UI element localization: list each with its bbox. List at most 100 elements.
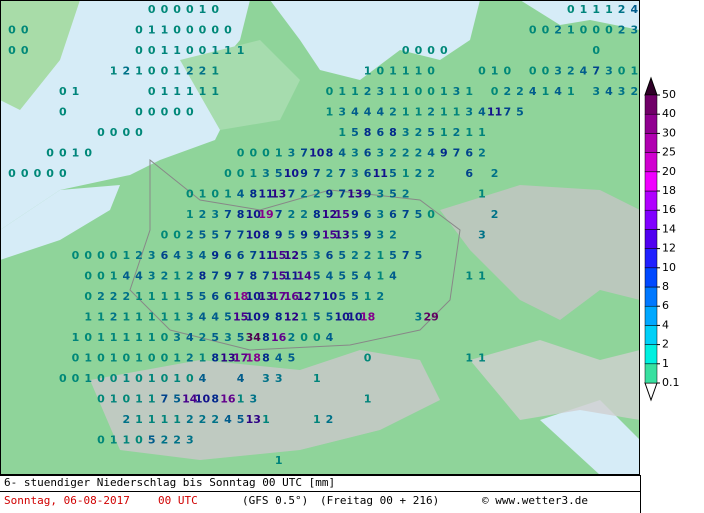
grid-value: 29 [423, 311, 438, 324]
grid-value: 1 [148, 372, 156, 385]
grid-value: 0 [84, 290, 92, 303]
grid-value: 1 [97, 331, 105, 344]
grid-value: 0 [97, 352, 105, 365]
grid-value: 0 [161, 352, 169, 365]
grid-value: 3 [415, 311, 423, 324]
grid-value: 9 [275, 229, 283, 242]
grid-value: 9 [300, 167, 308, 180]
grid-value: 0 [59, 85, 67, 98]
grid-value: 18 [360, 311, 375, 324]
grid-value: 4 [211, 311, 219, 324]
grid-value: 0 [148, 352, 156, 365]
grid-value: 4 [605, 85, 613, 98]
grid-value: 0 [364, 352, 372, 365]
colorbar-segment [644, 286, 658, 307]
grid-value: 13 [246, 413, 261, 426]
grid-value: 1 [122, 249, 130, 262]
grid-value: 1 [478, 352, 486, 365]
colorbar-label: 18 [662, 184, 676, 197]
grid-value: 7 [249, 249, 257, 262]
grid-value: 12 [322, 208, 337, 221]
grid-value: 1 [415, 65, 423, 78]
grid-value: 10 [195, 393, 211, 406]
grid-value: 15 [271, 270, 286, 283]
grid-value: 2 [122, 290, 130, 303]
colorbar-label: 1 [662, 357, 669, 370]
colorbar-label: 4 [662, 318, 669, 331]
grid-value: 6 [465, 167, 473, 180]
grid-value: 2 [110, 290, 118, 303]
grid-value: 11 [284, 270, 299, 283]
grid-value: 17 [233, 352, 248, 365]
date: Sonntag, 06-08-2017 [4, 494, 130, 507]
grid-value: 2 [186, 229, 194, 242]
grid-value: 2 [199, 65, 207, 78]
grid-value: 2 [478, 147, 486, 160]
grid-value: 7 [237, 270, 245, 283]
grid-value: 0 [72, 249, 80, 262]
grid-value: 0 [135, 24, 143, 37]
grid-value: 1 [389, 65, 397, 78]
grid-value: 0 [427, 85, 435, 98]
grid-value: 0 [186, 188, 194, 201]
grid-value: 11 [258, 188, 273, 201]
grid-value: 34 [246, 331, 262, 344]
grid-value: 0 [427, 208, 435, 221]
colorbar-segment [644, 133, 658, 153]
credit: © www.wetter3.de [482, 494, 588, 507]
grid-value: 1 [135, 393, 143, 406]
grid-value: 0 [415, 85, 423, 98]
grid-value: 1 [542, 85, 550, 98]
grid-value: 0 [478, 65, 486, 78]
grid-value: 1 [402, 167, 410, 180]
grid-value: 7 [300, 147, 308, 160]
grid-value: 2 [326, 413, 334, 426]
grid-value: 1 [173, 270, 181, 283]
grid-value: 5 [415, 249, 423, 262]
grid-value: 3 [148, 249, 156, 262]
grid-value: 0 [34, 167, 42, 180]
grid-value: 4 [135, 270, 143, 283]
grid-value: 3 [402, 126, 410, 139]
grid-value: 5 [389, 167, 397, 180]
grid-value: 3 [262, 372, 270, 385]
grid-value: 5 [288, 229, 296, 242]
grid-value: 2 [288, 331, 296, 344]
colorbar-segment [644, 171, 658, 192]
grid-value: 5 [237, 331, 245, 344]
grid-value: 5 [415, 208, 423, 221]
grid-value: 8 [249, 270, 257, 283]
grid-value: 0 [21, 44, 29, 57]
grid-value: 1 [72, 85, 80, 98]
grid-value: 0 [135, 126, 143, 139]
grid-value: 4 [364, 270, 372, 283]
grid-value: 2 [402, 188, 410, 201]
grid-value: 6 [224, 249, 232, 262]
grid-value: 1 [161, 413, 169, 426]
grid-value: 2 [326, 167, 334, 180]
grid-value: 2 [288, 208, 296, 221]
grid-value: 1 [211, 65, 219, 78]
grid-value: 4 [427, 147, 435, 160]
grid-value: 1 [300, 311, 308, 324]
grid-value: 3 [351, 167, 359, 180]
grid-value: 1 [135, 413, 143, 426]
grid-value: 1 [199, 85, 207, 98]
grid-value: 0 [148, 3, 156, 16]
grid-value: 0 [97, 270, 105, 283]
grid-value: 0 [173, 3, 181, 16]
grid-value: 1 [148, 393, 156, 406]
grid-value: 1 [465, 126, 473, 139]
grid-value: 7 [402, 208, 410, 221]
grid-value: 5 [351, 229, 359, 242]
grid-value: 4 [173, 249, 181, 262]
grid-value: 2 [186, 352, 194, 365]
grid-value: 1 [249, 167, 257, 180]
grid-value: 4 [186, 331, 194, 344]
grid-value: 10 [246, 229, 262, 242]
grid-value: 0 [300, 331, 308, 344]
grid-value: 0 [110, 372, 118, 385]
grid-value: 1 [110, 352, 118, 365]
